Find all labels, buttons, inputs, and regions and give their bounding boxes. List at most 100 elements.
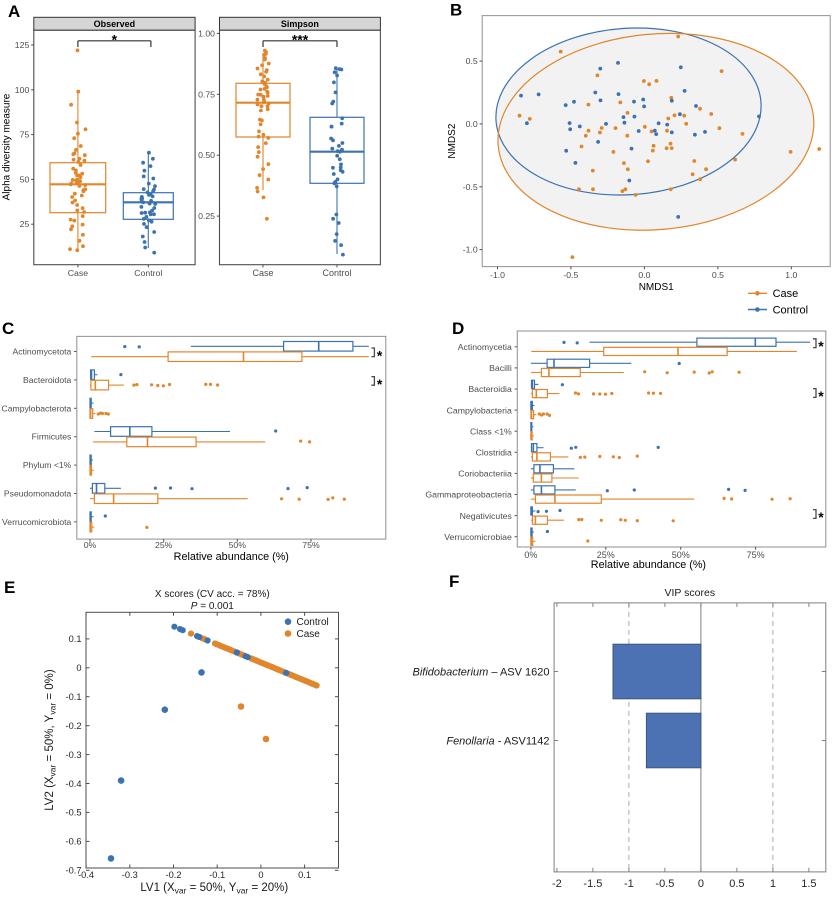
svg-text:Verrucomicrobiae: Verrucomicrobiae [444,532,512,542]
svg-text:0.25: 0.25 [198,211,215,221]
svg-text:Control: Control [134,268,162,278]
svg-text:50%: 50% [672,550,690,560]
svg-text:1.0: 1.0 [785,270,797,280]
svg-text:-0.5: -0.5 [655,878,674,890]
svg-text:LV1 (Xvar = 50%, Yvar = 20%): LV1 (Xvar = 50%, Yvar = 20%) [140,882,288,896]
svg-text:*: * [377,347,383,363]
svg-text:Alpha diversity measure: Alpha diversity measure [2,93,13,200]
svg-text:*: * [818,388,824,404]
svg-text:0.5: 0.5 [466,56,478,66]
svg-text:1.5: 1.5 [801,878,816,890]
svg-text:E: E [4,578,15,597]
svg-text:75%: 75% [302,540,320,550]
svg-text:-0.1: -0.1 [209,870,225,880]
svg-text:125: 125 [15,40,30,50]
svg-text:0.50: 0.50 [198,150,215,160]
svg-text:Clostridia: Clostridia [476,448,512,458]
svg-text:*: * [112,31,118,47]
svg-text:50%: 50% [229,540,247,550]
svg-text:0%: 0% [84,540,97,550]
svg-text:Bifidobacterium – ASV 1620: Bifidobacterium – ASV 1620 [413,666,550,678]
svg-text:0.0: 0.0 [466,119,478,129]
svg-text:Actinomycetia: Actinomycetia [458,342,512,352]
svg-text:Control: Control [773,304,808,316]
svg-text:1.00: 1.00 [198,28,215,38]
svg-text:-0.4: -0.4 [78,870,94,880]
svg-text:-0.3: -0.3 [65,750,81,760]
svg-text:Control: Control [322,268,351,278]
svg-text:Actinomycetota: Actinomycetota [13,347,72,357]
svg-text:Bacilli: Bacilli [489,363,512,373]
svg-text:0.5: 0.5 [729,878,744,890]
svg-text:Fenollaria - ASV1142: Fenollaria - ASV1142 [446,735,549,747]
svg-text:Relative abundance (%): Relative abundance (%) [591,559,706,571]
svg-text:-0.5: -0.5 [65,808,81,818]
svg-text:50: 50 [20,174,30,184]
svg-text:Case: Case [773,288,799,300]
svg-text:NMDS2: NMDS2 [447,123,458,158]
svg-text:D: D [452,319,464,338]
svg-text:Case: Case [68,268,88,278]
svg-text:-0.3: -0.3 [122,870,138,880]
svg-text:*: * [818,338,824,354]
svg-text:75: 75 [20,130,30,140]
svg-text:Negativicutes: Negativicutes [460,511,513,521]
svg-text:-0.1: -0.1 [65,692,81,702]
svg-text:Coriobacteriia: Coriobacteriia [458,469,512,479]
svg-text:A: A [8,2,20,21]
svg-text:25: 25 [20,219,30,229]
svg-text:Relative abundance (%): Relative abundance (%) [174,551,289,563]
svg-text:B: B [450,1,462,20]
svg-text:-0.2: -0.2 [65,721,81,731]
svg-text:0.75: 0.75 [198,89,215,99]
svg-text:0.5: 0.5 [712,270,724,280]
svg-text:Bacteroidota: Bacteroidota [23,375,71,385]
svg-text:Gammaproteobacteria: Gammaproteobacteria [425,490,512,500]
svg-text:0: 0 [76,663,81,673]
svg-text:0.1: 0.1 [298,870,311,880]
svg-text:25%: 25% [155,540,173,550]
svg-text:0: 0 [698,878,704,890]
svg-text:-0.4: -0.4 [65,779,81,789]
svg-text:-2: -2 [552,878,562,890]
svg-text:0%: 0% [524,550,537,560]
svg-text:*: * [377,376,383,392]
svg-text:Class <1%: Class <1% [470,426,512,436]
svg-text:-1.5: -1.5 [583,878,602,890]
svg-text:F: F [449,572,459,591]
svg-text:*: * [818,509,824,525]
svg-text:-0.6: -0.6 [65,837,81,847]
svg-text:75%: 75% [747,550,765,560]
svg-text:Control: Control [297,617,329,628]
svg-text:-0.5: -0.5 [463,182,478,192]
svg-text:C: C [2,319,14,338]
svg-text:Firmicutes: Firmicutes [32,432,72,442]
svg-text:Simpson: Simpson [281,19,319,29]
svg-text:Campylobacteria: Campylobacteria [447,405,512,415]
svg-text:Observed: Observed [94,19,136,29]
svg-text:-1.0: -1.0 [463,245,478,255]
svg-text:Phylum <1%: Phylum <1% [23,460,72,470]
svg-text:100: 100 [15,85,30,95]
svg-text:X scores (CV acc. = 78%): X scores (CV acc. = 78%) [155,589,270,600]
svg-text:Case: Case [252,268,273,278]
svg-text:-1: -1 [624,878,634,890]
svg-text:NMDS1: NMDS1 [639,282,674,293]
svg-text:Pseudomonadota: Pseudomonadota [4,489,72,499]
svg-text:0.0: 0.0 [638,270,650,280]
svg-text:Campylobacterota: Campylobacterota [2,403,72,413]
svg-text:1: 1 [770,878,776,890]
svg-text:Verrucomicrobiota: Verrucomicrobiota [2,517,71,527]
svg-text:0: 0 [258,870,263,880]
svg-text:-0.5: -0.5 [563,270,578,280]
svg-text:25%: 25% [597,550,615,560]
svg-text:-0.7: -0.7 [65,866,81,876]
svg-text:Case: Case [297,629,321,640]
svg-text:***: *** [292,31,309,47]
svg-text:LV2 (Xvar = 50%, Yvar = 0%): LV2 (Xvar = 50%, Yvar = 0%) [44,669,58,811]
svg-text:Bacteroidia: Bacteroidia [468,384,512,394]
svg-text:P = 0.001: P = 0.001 [191,601,235,612]
svg-text:-0.2: -0.2 [165,870,181,880]
svg-text:VIP scores: VIP scores [665,587,716,599]
svg-text:0.1: 0.1 [69,634,82,644]
